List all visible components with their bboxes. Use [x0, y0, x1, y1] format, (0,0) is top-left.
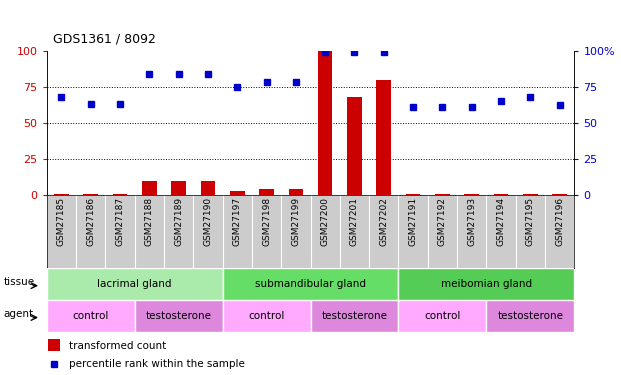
- Bar: [222, 268, 399, 300]
- Bar: [486, 300, 574, 332]
- Text: GSM27197: GSM27197: [233, 197, 242, 246]
- Bar: [135, 300, 222, 332]
- Bar: [406, 194, 420, 195]
- Bar: [553, 194, 567, 195]
- Bar: [289, 189, 303, 195]
- Text: control: control: [424, 311, 461, 321]
- Bar: [230, 190, 245, 195]
- Text: GSM27186: GSM27186: [86, 197, 95, 246]
- Text: tissue: tissue: [4, 278, 35, 288]
- Text: control: control: [73, 311, 109, 321]
- Text: GSM27187: GSM27187: [116, 197, 124, 246]
- Text: GSM27188: GSM27188: [145, 197, 154, 246]
- Text: GSM27191: GSM27191: [409, 197, 418, 246]
- Text: transformed count: transformed count: [69, 340, 166, 351]
- Bar: [318, 51, 332, 195]
- Text: testosterone: testosterone: [322, 311, 388, 321]
- Bar: [54, 194, 68, 195]
- Text: GSM27190: GSM27190: [203, 197, 212, 246]
- Text: GSM27200: GSM27200: [320, 197, 330, 246]
- Bar: [83, 194, 98, 195]
- Text: control: control: [248, 311, 284, 321]
- Text: GSM27192: GSM27192: [438, 197, 447, 246]
- Text: GSM27196: GSM27196: [555, 197, 564, 246]
- Bar: [259, 189, 274, 195]
- Bar: [494, 194, 509, 195]
- Text: testosterone: testosterone: [145, 311, 212, 321]
- Bar: [523, 194, 538, 195]
- Bar: [47, 300, 135, 332]
- Bar: [222, 300, 310, 332]
- Bar: [171, 181, 186, 195]
- Bar: [201, 181, 215, 195]
- Text: lacrimal gland: lacrimal gland: [97, 279, 172, 289]
- Bar: [399, 300, 486, 332]
- Bar: [376, 80, 391, 195]
- Text: GSM27185: GSM27185: [57, 197, 66, 246]
- Text: GSM27189: GSM27189: [174, 197, 183, 246]
- Bar: [47, 268, 222, 300]
- Text: percentile rank within the sample: percentile rank within the sample: [69, 360, 245, 369]
- Text: GSM27193: GSM27193: [467, 197, 476, 246]
- Bar: [435, 194, 450, 195]
- Bar: [48, 339, 60, 351]
- Text: GSM27202: GSM27202: [379, 197, 388, 246]
- Bar: [142, 181, 156, 195]
- Text: agent: agent: [4, 309, 34, 320]
- Text: GSM27201: GSM27201: [350, 197, 359, 246]
- Bar: [112, 194, 127, 195]
- Bar: [399, 268, 574, 300]
- Text: meibomian gland: meibomian gland: [441, 279, 532, 289]
- Text: GDS1361 / 8092: GDS1361 / 8092: [53, 32, 156, 45]
- Text: GSM27199: GSM27199: [291, 197, 301, 246]
- Bar: [465, 194, 479, 195]
- Text: GSM27195: GSM27195: [526, 197, 535, 246]
- Text: testosterone: testosterone: [497, 311, 563, 321]
- Text: GSM27194: GSM27194: [497, 197, 505, 246]
- Bar: [310, 300, 399, 332]
- Text: submandibular gland: submandibular gland: [255, 279, 366, 289]
- Text: GSM27198: GSM27198: [262, 197, 271, 246]
- Bar: [347, 97, 362, 195]
